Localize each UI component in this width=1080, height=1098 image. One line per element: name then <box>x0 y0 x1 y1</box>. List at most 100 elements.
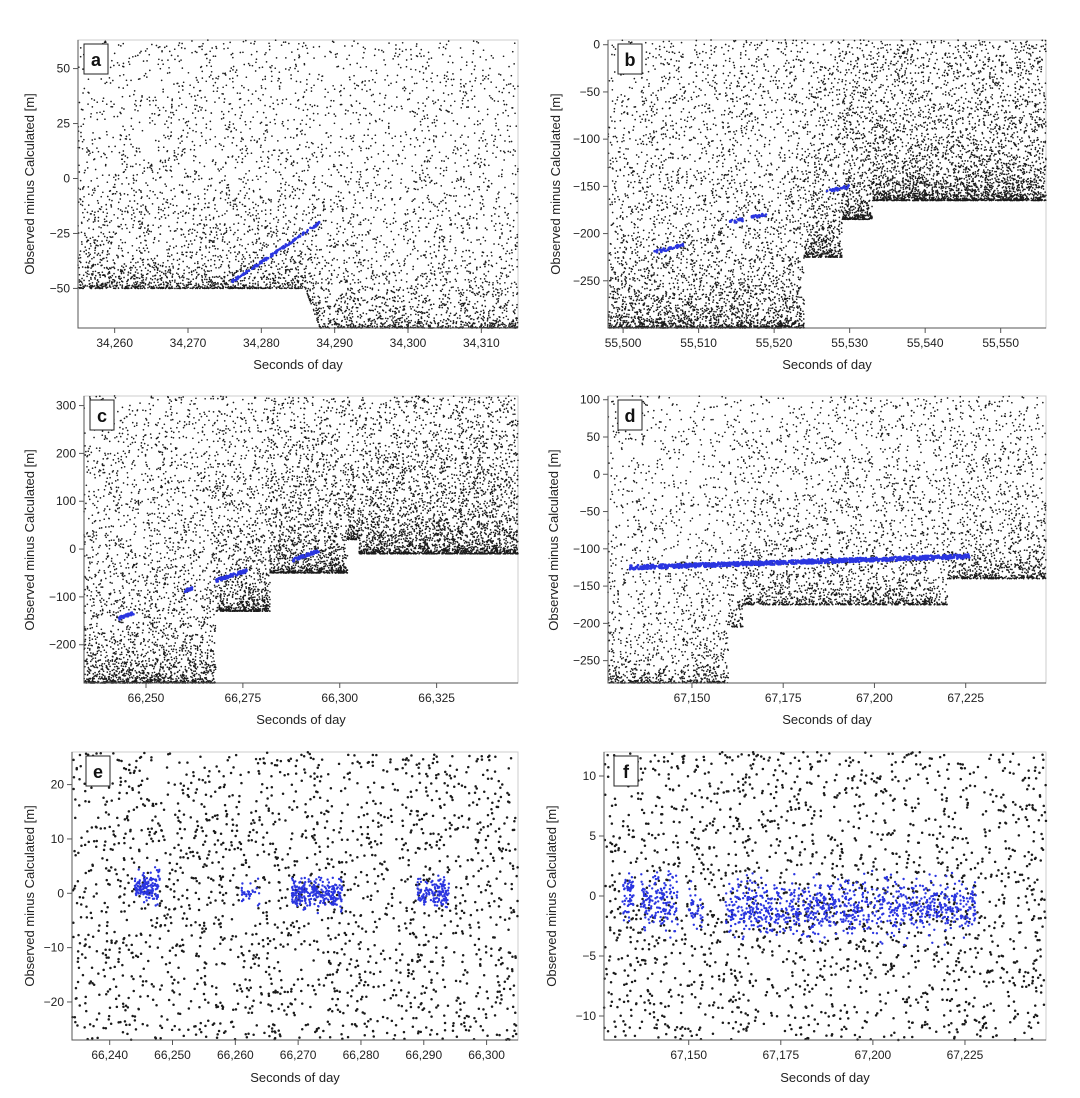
panel-b-xtick-label: 55,500 <box>605 336 642 350</box>
panel-e-xtick-label: 66,290 <box>405 1048 442 1062</box>
panel-e-xtick-label: 66,280 <box>343 1048 380 1062</box>
panel-b-axis-lines <box>607 40 1046 329</box>
panel-e-xlabel: Seconds of day <box>250 1070 340 1085</box>
panel-b-xlabel: Seconds of day <box>782 357 872 372</box>
panel-c-axes: 66,250 66,275 66,300 66,325 −200 −100 0 100 200 3… <box>49 396 518 705</box>
panel-c-xtick-label: 66,300 <box>321 691 358 705</box>
panel-c-ylabel: Observed minus Calculated [m] <box>22 449 37 630</box>
panel-f-xtick-label: 67,150 <box>670 1048 707 1062</box>
panel-b-letter-box <box>617 43 643 75</box>
panel-e-ylabel: Observed minus Calculated [m] <box>22 805 37 986</box>
panel-c-ytick-label: 100 <box>56 494 76 508</box>
panel-e-letter-box <box>85 755 111 787</box>
panel-d-letter: d <box>625 406 636 426</box>
panel-b-xtick-label: 55,520 <box>756 336 793 350</box>
panel-a-xlabel: Seconds of day <box>253 357 343 372</box>
panel-e-axis-lines <box>71 752 518 1041</box>
panel-e-axes: 66,240 66,250 66,260 66,270 66,280 66,290 66,3… <box>44 752 518 1062</box>
panel-f-ytick-label: 10 <box>583 769 597 783</box>
panel-f-letter-box <box>613 755 639 787</box>
panel-c-ytick-label: −100 <box>49 590 76 604</box>
panel-a-ylabel: Observed minus Calculated [m] <box>22 93 37 274</box>
panel-b-signal <box>653 184 850 254</box>
panel-c-signal-segment-0 <box>117 611 135 621</box>
panel-f-ytick-label: 0 <box>589 889 596 903</box>
panel-b-xtick-label: 55,530 <box>831 336 868 350</box>
panel-c-signal-segment-2 <box>214 568 248 583</box>
panel-d-signal-segment-0 <box>628 552 971 571</box>
panel-c-ytick-label: 300 <box>56 399 76 413</box>
panel-e-signal-cluster-0 <box>133 866 161 907</box>
panel-c-noise <box>83 395 519 684</box>
panel-b-ytick-label: −250 <box>573 274 600 288</box>
panel-a-xtick-label: 34,280 <box>243 336 280 350</box>
panel-a-letter-box <box>83 43 109 75</box>
panel-c-xlabel: Seconds of day <box>256 712 346 727</box>
panel-f-signal-cluster-2 <box>687 880 705 930</box>
panel-c-xtick-label: 66,325 <box>418 691 455 705</box>
panel-c-signal <box>117 549 320 621</box>
panel-d-xtick-label: 67,150 <box>674 691 711 705</box>
panel-f-axes: 67,150 67,175 67,200 67,225 −10 −5 0 5 10 <box>576 752 1046 1062</box>
panel-a-axis-lines <box>77 40 518 329</box>
panel-a-xtick-label: 34,270 <box>170 336 207 350</box>
panel-c-signal-segment-1 <box>183 586 194 594</box>
panel-b-axes: 55,500 55,510 55,520 55,530 55,540 55,550 −250… <box>573 38 1046 350</box>
panel-c-ytick-label: −200 <box>49 638 76 652</box>
panel-a-ytick-label: 0 <box>63 172 70 186</box>
panel-c-letter: c <box>97 406 107 426</box>
panel-b-xtick-label: 55,510 <box>680 336 717 350</box>
panel-f-axis-lines <box>603 752 1046 1041</box>
panel-f-letter: f <box>623 762 630 782</box>
panel-c-axis-lines <box>83 396 518 684</box>
panel-d-signal <box>628 552 971 571</box>
panel-d-ytick-label: −250 <box>573 654 600 668</box>
panel-f-ylabel: Observed minus Calculated [m] <box>544 805 559 986</box>
panel-a-xtick-label: 34,290 <box>316 336 353 350</box>
panel-b-xtick-label: 55,550 <box>982 336 1019 350</box>
panel-e-xtick-label: 66,240 <box>91 1048 128 1062</box>
panel-a-letter: a <box>91 50 102 70</box>
panel-f-xtick-label: 67,225 <box>947 1048 984 1062</box>
panel-c-signal-segment-3 <box>292 549 320 563</box>
panel-b-ytick-label: −200 <box>573 227 600 241</box>
panel-e-ytick-label: −20 <box>44 995 65 1009</box>
panel-e-signal-cluster-1 <box>240 877 261 907</box>
panel-b-ytick-label: −100 <box>573 132 600 146</box>
panel-f-xtick-label: 67,200 <box>855 1048 892 1062</box>
panel-b: 55,500 55,510 55,520 55,530 55,540 55,550 −250… <box>548 38 1047 372</box>
panel-b-ytick-label: 0 <box>593 38 600 52</box>
panel-c-xtick-label: 66,250 <box>128 691 165 705</box>
panel-d-ytick-label: 50 <box>587 430 601 444</box>
panel-f-ytick-label: 5 <box>589 829 596 843</box>
panel-a-ytick-label: −50 <box>50 281 71 295</box>
panel-e: 66,240 66,250 66,260 66,270 66,280 66,290 66,3… <box>22 751 519 1085</box>
panel-a-ytick-label: 25 <box>57 117 71 131</box>
panel-b-signal-segment-2 <box>750 212 768 219</box>
panel-f-ytick-label: −5 <box>582 949 596 963</box>
panel-e-xtick-label: 66,250 <box>154 1048 191 1062</box>
panel-d-ytick-label: −50 <box>580 505 601 519</box>
panel-d-ytick-label: 100 <box>580 393 600 407</box>
panel-e-ytick-label: 20 <box>51 778 65 792</box>
panel-b-letter: b <box>625 50 636 70</box>
panel-f-signal <box>621 869 977 947</box>
panel-d: 67,150 67,175 67,200 67,225 −250 −200 −150 −100… <box>546 393 1047 727</box>
panel-d-xlabel: Seconds of day <box>782 712 872 727</box>
panel-a-signal <box>231 220 321 284</box>
panel-c-letter-box <box>89 399 115 431</box>
panel-e-xtick-label: 66,270 <box>280 1048 317 1062</box>
panel-d-ytick-label: 0 <box>593 467 600 481</box>
panel-a-axes: 34,260 34,270 34,280 34,290 34,300 34,310 −50 −… <box>50 40 518 350</box>
panel-a-frame <box>77 39 519 329</box>
panel-b-signal-segment-0 <box>653 242 685 254</box>
panel-d-ytick-label: −150 <box>573 579 600 593</box>
panel-c-noise-points <box>83 395 519 684</box>
panel-f-xtick-label: 67,175 <box>762 1048 799 1062</box>
panel-d-letter-box <box>617 399 643 431</box>
panel-f-xlabel: Seconds of day <box>780 1070 870 1085</box>
panel-a-noise <box>77 39 519 329</box>
panel-a-xtick-label: 34,300 <box>390 336 427 350</box>
panel-b-xtick-label: 55,540 <box>907 336 944 350</box>
